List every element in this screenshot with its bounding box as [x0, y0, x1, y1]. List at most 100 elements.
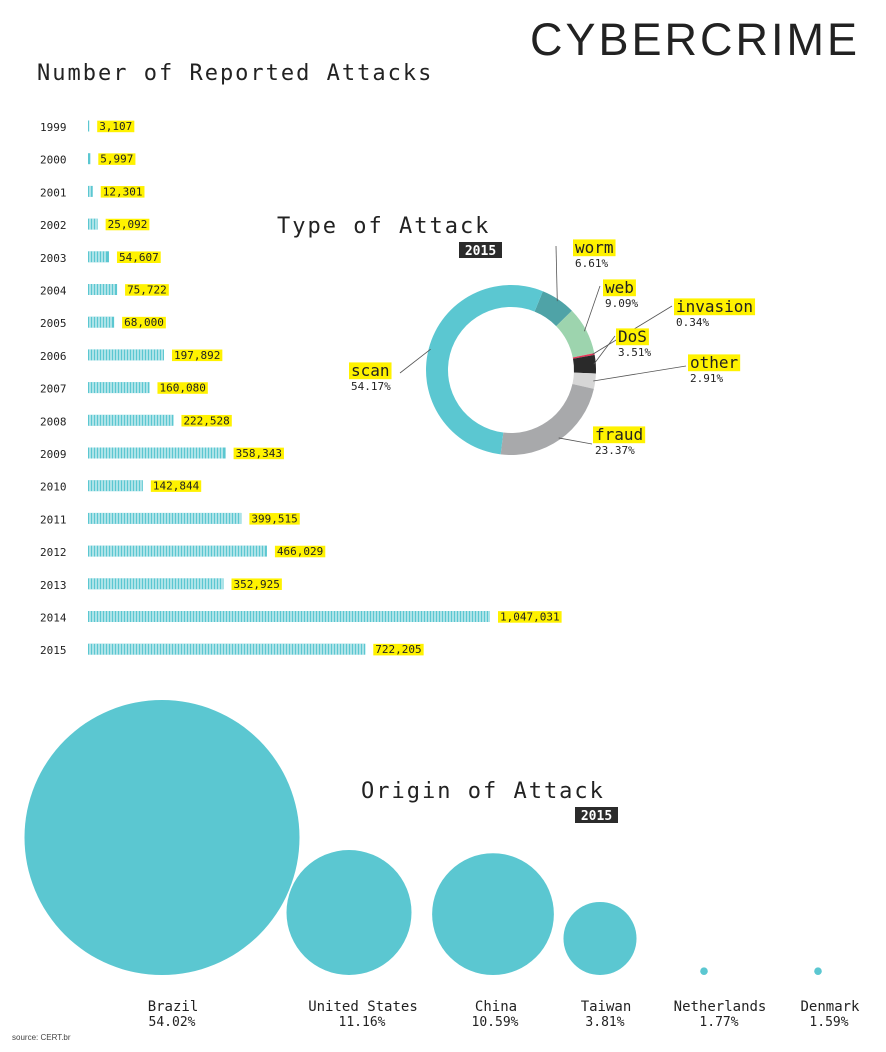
donut-slice: [534, 291, 572, 327]
page-title: CYBERCRIME: [530, 14, 860, 65]
attack-type-year-badge: [459, 242, 502, 258]
donut-slice-label-highlight: [603, 279, 636, 297]
donut-slice-value: 9.09%: [605, 297, 638, 310]
donut-slice-label-highlight: [688, 354, 741, 372]
reported-attacks-title: Number of Reported Attacks: [37, 61, 433, 86]
bar-value-label: 1,047,031: [500, 611, 560, 624]
bar-value-label-highlight: [97, 120, 135, 133]
donut-slice: [572, 372, 596, 389]
attack-type-title: Type of Attack: [277, 214, 490, 239]
bar-value-label: 3,107: [99, 120, 132, 133]
donut-slice: [572, 354, 596, 374]
bar-value-label-highlight: [249, 513, 300, 525]
bar-year-label: 2001: [40, 186, 67, 199]
bar-year-label: 2007: [40, 383, 67, 396]
source-note: source: CERT.br: [12, 1033, 71, 1042]
bar: [88, 284, 118, 295]
bar: [88, 643, 366, 655]
donut-slice: [500, 384, 594, 455]
bar-value-label-highlight: [125, 284, 169, 296]
bar-year-label: 2000: [40, 154, 67, 167]
bar-value-label-highlight: [122, 316, 166, 329]
bar: [88, 153, 91, 165]
bar-value-label-highlight: [100, 186, 145, 198]
origin-value-label: 10.59%: [472, 1015, 519, 1030]
donut-slice: [572, 353, 595, 359]
bar: [88, 611, 490, 622]
bar-year-label: 2004: [40, 285, 67, 298]
donut-slice-label-highlight: [349, 362, 392, 380]
bar-value-label: 68,000: [124, 316, 164, 329]
donut-slice-label-highlight: [674, 298, 756, 316]
donut-leader-line: [555, 245, 558, 302]
bar-year-label: 2015: [40, 644, 67, 657]
bar-value-label-highlight: [181, 414, 232, 427]
bar-year-label: 2008: [40, 415, 67, 428]
donut-slice-label: worm: [575, 238, 614, 257]
donut-leader-line: [399, 348, 431, 374]
bar-value-label-highlight: [498, 611, 562, 623]
bar: [88, 382, 150, 394]
origin-value-label: 11.16%: [339, 1015, 386, 1030]
bar-year-label: 2011: [40, 513, 67, 526]
bar-year-label: 2005: [40, 317, 67, 330]
bar-year-label: 2009: [40, 448, 67, 461]
origin-bubble: [432, 853, 554, 975]
bar-value-label: 5,997: [100, 153, 133, 166]
bar: [88, 414, 174, 426]
bar-value-label: 197,892: [174, 349, 220, 362]
origin-bubble: [563, 901, 637, 975]
donut-slice: [556, 310, 595, 358]
bar-value-label: 75,722: [127, 284, 167, 297]
origin-bubble: [24, 700, 300, 975]
donut-slice-label: fraud: [595, 425, 643, 444]
donut-slice-label: DoS: [618, 327, 647, 346]
bar-value-label: 25,092: [108, 218, 148, 231]
donut-slice-value: 0.34%: [676, 316, 709, 329]
bar-year-label: 1999: [40, 121, 67, 134]
bar-year-label: 2010: [40, 481, 67, 494]
bar-year-label: 2006: [40, 350, 67, 363]
bar-value-label: 160,080: [159, 382, 205, 395]
origin-bubble: [814, 967, 822, 975]
bar-value-label: 142,844: [153, 480, 200, 493]
donut-leader-line: [558, 437, 593, 445]
bar-year-label: 2002: [40, 219, 67, 232]
bar-year-label: 2014: [40, 612, 67, 625]
bar-value-label: 222,528: [183, 414, 229, 427]
origin-value-label: 1.77%: [699, 1015, 738, 1030]
bar-value-label-highlight: [105, 218, 150, 231]
donut-leader-line: [584, 285, 601, 332]
donut-slice-value: 54.17%: [351, 380, 391, 393]
origin-value-label: 1.59%: [809, 1015, 848, 1030]
origin-bubble: [700, 967, 708, 975]
donut-slice-label: scan: [351, 361, 390, 380]
bar-value-label-highlight: [157, 382, 208, 394]
donut-slice-label: web: [605, 278, 634, 297]
bar-value-label-highlight: [116, 251, 161, 263]
bar-value-label-highlight: [171, 349, 223, 362]
donut-slice-value: 6.61%: [575, 257, 608, 270]
donut-leader-line: [593, 335, 616, 365]
bar-value-label-highlight: [98, 153, 136, 165]
origin-value-label: 3.81%: [585, 1015, 624, 1030]
bar-year-label: 2012: [40, 546, 67, 559]
bar-value-label-highlight: [150, 480, 202, 492]
bar-value-label: 54,607: [119, 251, 159, 264]
reported-attacks-chart: Number of Reported Attacks 1999 3,107 2000…: [37, 61, 562, 657]
origin-bubble: [286, 850, 412, 975]
donut-slice-label: other: [690, 353, 739, 372]
donut-leader-line: [593, 365, 687, 382]
donut-slice-label: invasion: [676, 297, 753, 316]
origin-country-label: China: [475, 999, 517, 1015]
bar-value-label: 352,925: [234, 578, 280, 591]
bar-value-label-highlight: [373, 643, 424, 656]
donut-slice-label-highlight: [593, 426, 646, 444]
attack-origin-year: 2015: [581, 809, 612, 824]
bar-value-label: 358,343: [236, 447, 282, 460]
bar-year-label: 2003: [40, 252, 67, 265]
